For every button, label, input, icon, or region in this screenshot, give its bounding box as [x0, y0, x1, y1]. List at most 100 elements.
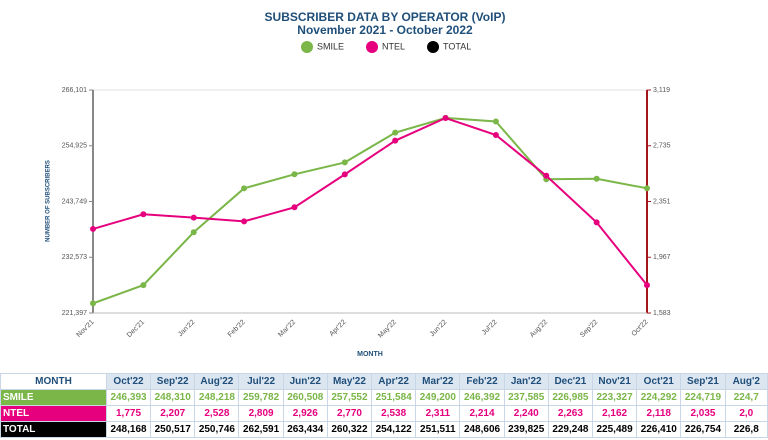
table-cell: 223,327 [591, 389, 638, 406]
table-cell: 2,0 [724, 405, 768, 422]
y2-tick-label: 1,967 [653, 254, 671, 261]
table-cell: Jul'22 [238, 373, 284, 390]
data-point [492, 132, 499, 139]
table-cell: Apr'22 [371, 373, 417, 390]
table-cell: 226,410 [636, 421, 682, 438]
x-tick-label: Aug'22 [529, 319, 549, 339]
data-point [341, 171, 348, 178]
data-point [492, 118, 499, 125]
table-cell: 251,511 [415, 421, 461, 438]
table-cell: 248,218 [194, 389, 240, 406]
table-cell: 226,754 [680, 421, 726, 438]
data-point [241, 218, 248, 225]
table-cell: 248,606 [459, 421, 505, 438]
table-cell: 259,782 [238, 389, 284, 406]
data-point [90, 225, 96, 232]
table-cell: 263,434 [282, 421, 328, 438]
table-cell: 251,584 [371, 389, 417, 406]
table-cell: 257,552 [326, 389, 373, 406]
x-tick-label: Jul'22 [481, 319, 499, 337]
table-cell: 246,393 [105, 389, 152, 406]
table-row: MONTH Oct'22 Sep'22 Aug'22 Jul'22 Jun'22 May'2… [0, 373, 768, 390]
table-cell: 2,311 [415, 405, 461, 422]
y-tick-label: 232,573 [62, 254, 87, 261]
table-cell: Dec'21 [547, 373, 593, 390]
table-row: SMILE 246,393 248,310 248,218 259,782 260,508… [0, 389, 768, 406]
data-point [291, 204, 298, 211]
x-tick-label: May'22 [377, 319, 398, 340]
table-cell: Jan'22 [503, 373, 549, 390]
table-cell: 2,926 [282, 405, 328, 422]
table-cell: 260,322 [326, 421, 373, 438]
table-cell: 248,310 [150, 389, 196, 406]
table-cell: 2,118 [636, 405, 682, 422]
table-cell: 248,168 [105, 421, 152, 438]
row-header: TOTAL [0, 421, 107, 438]
table-cell: 2,240 [503, 405, 549, 422]
x-tick-label: Apr'22 [328, 319, 347, 338]
y2-tick-label: 3,119 [653, 87, 670, 94]
x-axis-label: MONTH [357, 351, 383, 358]
table-cell: 2,263 [547, 405, 593, 422]
table-cell: Jun'22 [282, 373, 328, 390]
y-tick-label: 254,925 [62, 143, 87, 150]
data-point [241, 185, 248, 192]
row-header: SMILE [0, 389, 107, 406]
data-point [593, 219, 600, 226]
table-cell: 225,489 [591, 421, 638, 438]
x-tick-label: Mar'22 [277, 319, 297, 339]
table-cell: 239,825 [503, 421, 549, 438]
table-cell: 250,746 [194, 421, 240, 438]
table-cell: May'22 [326, 373, 373, 390]
legend-swatch [366, 41, 379, 53]
table-cell: 249,200 [415, 389, 461, 406]
data-point [644, 185, 650, 192]
table-cell: 2,528 [194, 405, 240, 422]
table-cell: Aug'2 [724, 373, 768, 390]
data-table: MONTH Oct'22 Sep'22 Aug'22 Jul'22 Jun'22 May'2… [0, 373, 768, 438]
table-cell: 224,719 [680, 389, 726, 406]
table-cell: 260,508 [282, 389, 328, 406]
x-tick-label: Oct'22 [631, 319, 650, 338]
legend-swatch [301, 41, 313, 53]
y-tick-label: 221,397 [62, 310, 87, 317]
data-point [543, 172, 550, 179]
data-point [190, 229, 197, 236]
table-cell: 1,775 [105, 405, 152, 422]
data-point [341, 159, 348, 166]
table-cell: 2,538 [371, 405, 417, 422]
table-cell: Feb'22 [459, 373, 505, 390]
x-tick-label: Sep'22 [579, 319, 599, 339]
data-point [442, 115, 449, 122]
table-cell: 237,585 [503, 389, 549, 406]
legend-label: SMILE [317, 41, 344, 51]
table-cell: 246,392 [459, 389, 505, 406]
table-row: NTEL 1,775 2,207 2,528 2,809 2,926 2,770 2,538 2… [0, 405, 768, 422]
plot-frame [92, 89, 648, 314]
x-tick-label: Feb'22 [227, 319, 247, 339]
row-header: NTEL [0, 405, 107, 422]
data-point [392, 129, 399, 136]
table-row: TOTAL 248,168 250,517 250,746 262,591 263,434… [0, 421, 768, 438]
data-point [593, 175, 600, 182]
table-cell: 2,214 [459, 405, 505, 422]
data-point [140, 282, 147, 289]
x-tick-label: Dec'21 [126, 319, 146, 339]
table-cell: 250,517 [150, 421, 196, 438]
table-cell: Mar'22 [415, 373, 461, 390]
legend-swatch [427, 41, 440, 53]
chart: SUBSCRIBER DATA BY OPERATOR (VoIP) Novem… [46, 10, 671, 358]
table-cell: 226,8 [724, 421, 768, 438]
data-point [291, 171, 298, 178]
data-point [190, 214, 197, 221]
data-point [140, 211, 147, 218]
table-cell: Sep'21 [680, 373, 726, 390]
table-cell: Aug'22 [194, 373, 240, 390]
x-tick-label: Jan'22 [177, 319, 196, 338]
table-cell: 254,122 [371, 421, 417, 438]
table-cell: 2,809 [238, 405, 284, 422]
series-line [92, 116, 648, 286]
table-cell: 2,207 [150, 405, 196, 422]
data-point [90, 300, 96, 307]
